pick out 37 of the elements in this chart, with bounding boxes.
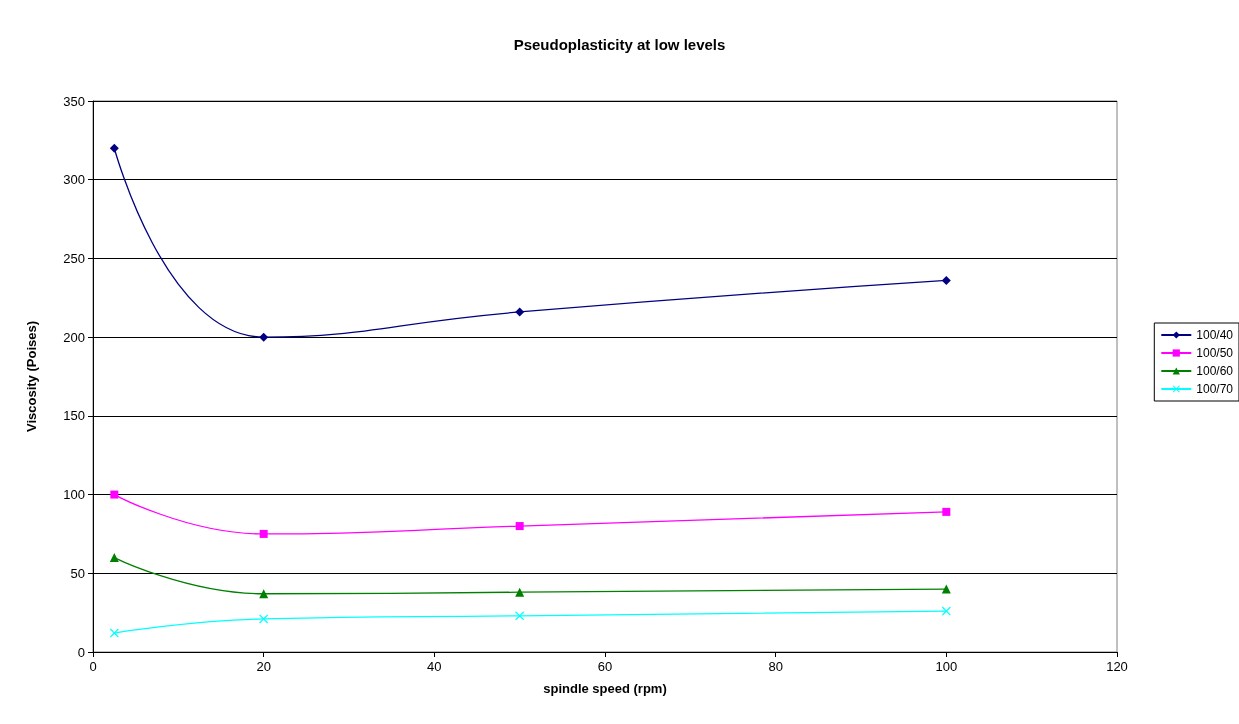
y-tick-label: 350 [63, 93, 85, 109]
legend-label: 100/40 [1196, 328, 1234, 342]
point [515, 307, 525, 317]
point [941, 584, 951, 594]
y-tick-label: 0 [77, 644, 85, 660]
point [109, 553, 119, 563]
y-tick-label: 200 [63, 329, 85, 345]
point [941, 606, 951, 616]
y-tick-label: 100 [63, 487, 85, 503]
point [942, 507, 951, 516]
x-tick-label: 0 [89, 659, 97, 674]
y-tick-label: 150 [63, 408, 85, 424]
y-tick-label: 250 [63, 250, 85, 266]
point [515, 522, 524, 531]
y-tick-label: 50 [70, 565, 85, 581]
x-tick-label: 120 [1106, 659, 1128, 674]
legend-label: 100/70 [1196, 382, 1234, 396]
point [941, 275, 951, 285]
point [259, 529, 268, 538]
legend-label: 100/60 [1196, 364, 1234, 378]
point [259, 614, 269, 624]
point [110, 490, 119, 499]
x-tick-label: 100 [935, 659, 958, 674]
y-axis-title: Viscosity (Poises) [24, 320, 39, 433]
y-tick-label: 300 [63, 172, 85, 188]
x-tick-label: 80 [768, 659, 783, 674]
legend-label: 100/50 [1196, 346, 1234, 360]
x-tick-label: 20 [256, 659, 271, 674]
point [109, 143, 119, 153]
x-tick-label: 60 [597, 659, 613, 674]
x-axis-title: spindle speed (rpm) [543, 681, 667, 696]
point [515, 587, 525, 597]
point [109, 628, 119, 638]
point [515, 611, 525, 621]
point [259, 332, 269, 342]
x-tick-label: 40 [427, 659, 442, 674]
chart-title: Pseudoplasticity at low levels [513, 36, 726, 53]
